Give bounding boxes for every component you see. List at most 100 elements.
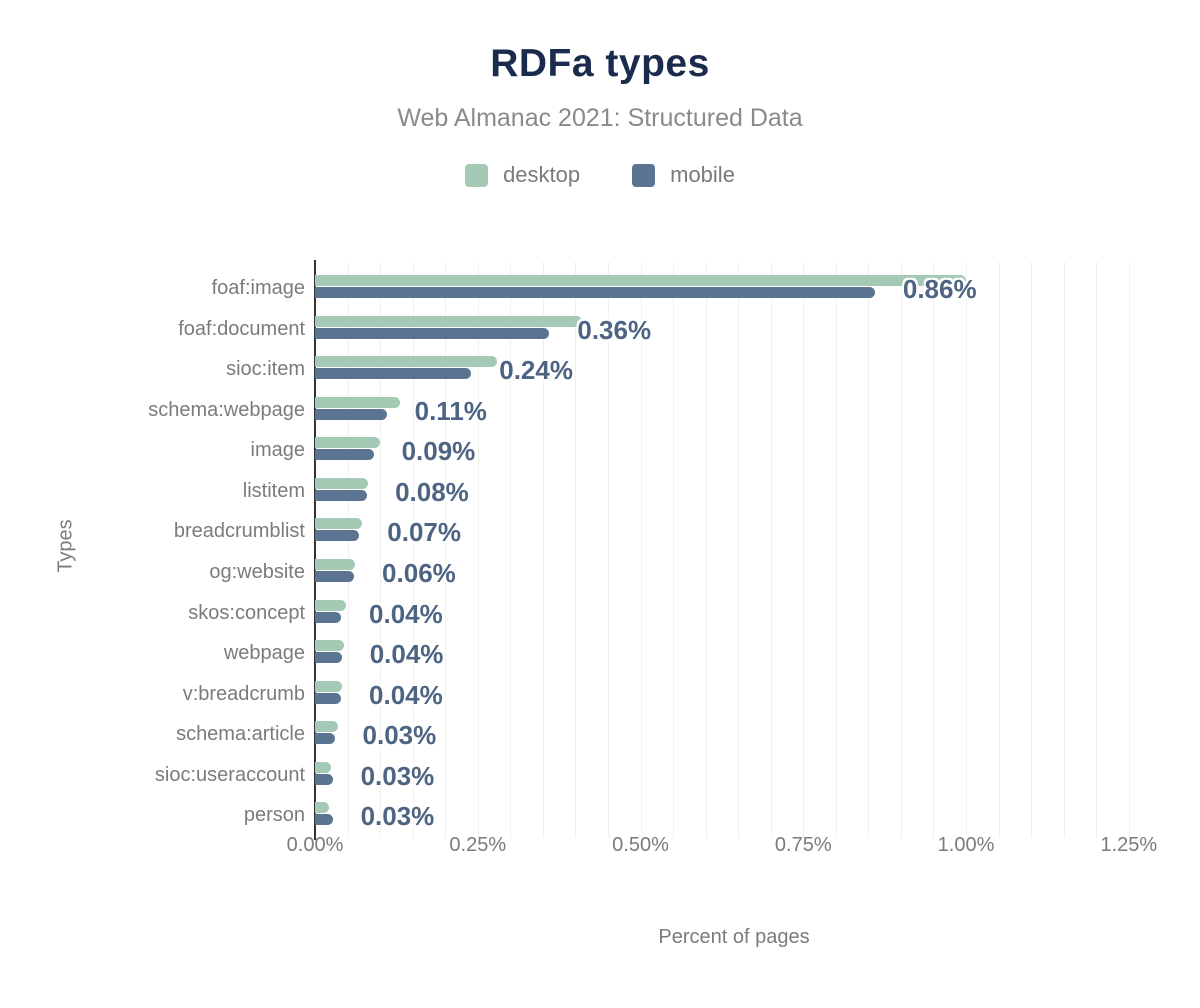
gridline bbox=[1096, 262, 1098, 838]
mobile-swatch bbox=[632, 163, 656, 187]
desktop-bar[interactable] bbox=[315, 396, 400, 408]
gridline bbox=[1031, 262, 1033, 838]
value-label: 0.08% bbox=[395, 476, 469, 507]
x-tick-label: 0.50% bbox=[612, 834, 669, 856]
category-label: foaf:document bbox=[178, 317, 305, 340]
chart-title: RDFa types bbox=[490, 42, 710, 85]
mobile-bar[interactable] bbox=[315, 571, 355, 582]
mobile-legend-label: mobile bbox=[670, 162, 735, 187]
desktop-bar[interactable] bbox=[315, 356, 498, 368]
category-label: v:breadcrumb bbox=[182, 682, 305, 705]
desktop-bar[interactable] bbox=[315, 599, 346, 611]
gridline bbox=[803, 262, 805, 838]
gridline bbox=[770, 262, 772, 838]
category-label: sioc:useraccount bbox=[154, 763, 305, 786]
gridline bbox=[412, 262, 414, 838]
legend: desktop mobile bbox=[0, 162, 1200, 188]
category-label: foaf:image bbox=[211, 277, 305, 299]
x-tick-label: 0.75% bbox=[774, 834, 832, 856]
category-label: breadcrumblist bbox=[173, 520, 305, 543]
mobile-bar[interactable] bbox=[315, 327, 550, 339]
gridline bbox=[380, 262, 382, 838]
x-tick-label: 0.00% bbox=[286, 834, 344, 856]
desktop-bar[interactable] bbox=[315, 640, 344, 652]
legend-item-mobile: mobile bbox=[632, 162, 735, 188]
desktop-legend-label: desktop bbox=[503, 162, 581, 187]
desktop-bar[interactable] bbox=[315, 721, 339, 733]
desktop-bar[interactable] bbox=[315, 275, 966, 286]
desktop-bar[interactable] bbox=[315, 518, 362, 530]
mobile-bar[interactable] bbox=[315, 652, 342, 664]
gridline bbox=[347, 262, 349, 838]
category-label: schema:article bbox=[176, 723, 305, 746]
desktop-swatch bbox=[465, 163, 489, 187]
legend-item-desktop: desktop bbox=[465, 162, 580, 188]
gridline bbox=[542, 262, 544, 838]
gridline bbox=[835, 262, 837, 838]
desktop-bar[interactable] bbox=[315, 802, 330, 814]
gridline bbox=[1063, 262, 1065, 838]
x-tick-label: 0.25% bbox=[449, 834, 507, 856]
gridline bbox=[966, 262, 967, 838]
mobile-bar[interactable] bbox=[315, 611, 342, 623]
mobile-bar[interactable] bbox=[315, 368, 472, 380]
chart-subtitle: Web Almanac 2021: Structured Data bbox=[397, 104, 803, 132]
mobile-bar[interactable] bbox=[315, 814, 333, 826]
gridline bbox=[575, 262, 577, 838]
gridline bbox=[738, 262, 740, 838]
x-tick-label: 1.00% bbox=[937, 834, 995, 856]
gridline bbox=[998, 262, 1000, 838]
value-label: 0.03% bbox=[360, 801, 435, 832]
desktop-bar[interactable] bbox=[315, 315, 582, 327]
desktop-bar[interactable] bbox=[315, 680, 343, 692]
value-label: 0.04% bbox=[369, 639, 444, 670]
y-axis-line bbox=[314, 260, 316, 840]
gridline bbox=[705, 262, 707, 838]
desktop-bar[interactable] bbox=[315, 437, 381, 449]
category-label: sioc:item bbox=[226, 358, 305, 381]
category-label: skos:concept bbox=[188, 601, 305, 624]
value-label: 0.06% bbox=[382, 558, 456, 588]
value-label: 0.04% bbox=[369, 679, 443, 710]
gridline bbox=[607, 262, 609, 838]
value-label: 0.07% bbox=[387, 517, 461, 548]
mobile-bar[interactable] bbox=[315, 489, 368, 501]
gridline bbox=[510, 262, 512, 838]
x-axis-title: Percent of pages bbox=[658, 926, 810, 948]
mobile-bar[interactable] bbox=[315, 773, 333, 785]
mobile-bar[interactable] bbox=[315, 692, 342, 704]
gridline bbox=[640, 262, 642, 838]
desktop-bar[interactable] bbox=[315, 477, 369, 489]
category-label: og:website bbox=[209, 561, 305, 583]
gridline bbox=[900, 262, 902, 838]
value-label: 0.03% bbox=[362, 720, 437, 751]
mobile-bar[interactable] bbox=[315, 449, 374, 461]
category-label: schema:webpage bbox=[148, 398, 305, 421]
value-label: 0.36% bbox=[577, 314, 652, 345]
mobile-bar[interactable] bbox=[315, 733, 335, 745]
value-label: 0.03% bbox=[360, 760, 435, 791]
gridline bbox=[445, 262, 447, 838]
value-label: 0.24% bbox=[499, 355, 573, 386]
gridline bbox=[1128, 262, 1130, 838]
mobile-bar[interactable] bbox=[315, 408, 387, 420]
category-label: person bbox=[243, 804, 305, 827]
value-label: 0.86% bbox=[902, 274, 977, 304]
gridline bbox=[673, 262, 675, 838]
mobile-bar[interactable] bbox=[315, 287, 875, 298]
category-label: image bbox=[250, 439, 305, 462]
mobile-bar[interactable] bbox=[315, 530, 360, 542]
desktop-bar[interactable] bbox=[315, 761, 331, 773]
category-label: listitem bbox=[242, 479, 305, 502]
gridline bbox=[477, 262, 479, 838]
value-label: 0.04% bbox=[369, 598, 443, 629]
desktop-bar[interactable] bbox=[315, 559, 356, 570]
category-label: webpage bbox=[223, 642, 305, 665]
x-tick-label: 1.25% bbox=[1100, 834, 1158, 856]
value-label: 0.09% bbox=[401, 436, 476, 467]
gridline bbox=[868, 262, 870, 838]
gridline bbox=[933, 262, 935, 838]
value-label: 0.11% bbox=[414, 395, 487, 426]
